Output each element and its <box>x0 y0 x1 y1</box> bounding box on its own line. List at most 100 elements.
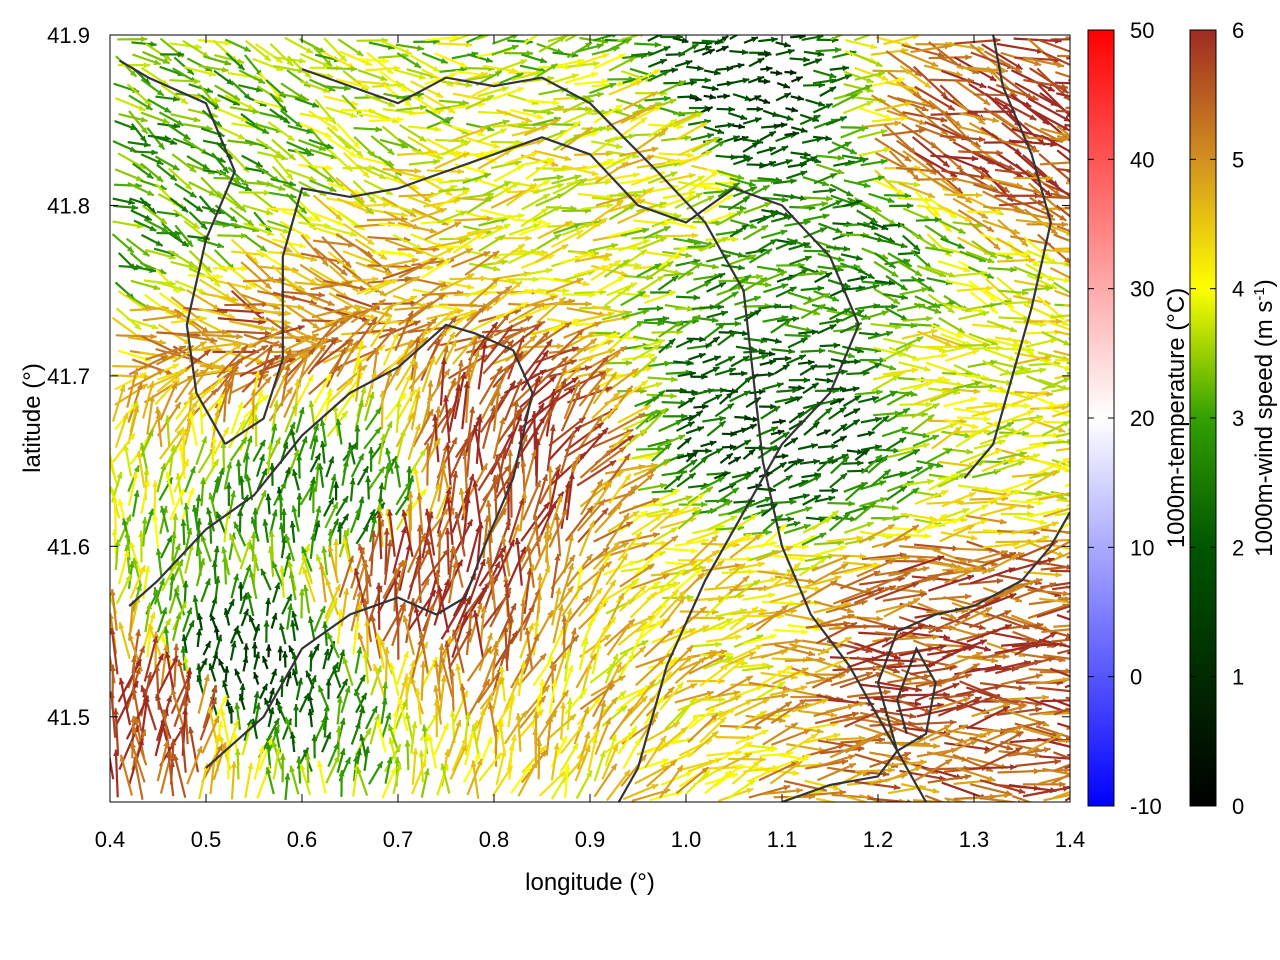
wind-vector <box>616 98 645 110</box>
wind-vector <box>1023 78 1069 90</box>
wind-vector <box>128 110 149 135</box>
wind-vector <box>758 78 771 85</box>
wind-vector <box>902 315 933 322</box>
wind-vector <box>419 176 453 197</box>
wind-vector <box>321 236 352 269</box>
wind-vector <box>658 152 695 159</box>
wind-vector <box>354 57 390 64</box>
wind-vector <box>870 208 897 226</box>
wind-vector <box>690 132 715 142</box>
wind-vector <box>968 279 997 303</box>
wind-vector <box>342 222 375 246</box>
wind-vector <box>881 127 926 137</box>
wind-vector <box>704 322 726 340</box>
wind-vector <box>183 65 217 77</box>
wind-vector <box>620 290 646 307</box>
wind-vector <box>187 329 229 336</box>
wind-vector <box>225 52 246 71</box>
wind-vector <box>986 337 1020 349</box>
wind-vector <box>729 223 749 238</box>
wind-vector <box>313 247 348 277</box>
wind-vector <box>214 84 241 102</box>
wind-vector <box>534 243 569 264</box>
wind-vector <box>591 81 625 88</box>
wind-vector <box>393 68 426 80</box>
wind-vector <box>369 315 393 348</box>
wind-vector <box>357 69 388 82</box>
wind-vector <box>706 281 727 293</box>
x-tick-label: 0.7 <box>383 827 414 852</box>
wind-vector <box>224 38 252 53</box>
wind-vector <box>594 161 629 184</box>
wind-vector <box>1055 109 1070 113</box>
wind-vector <box>593 103 623 124</box>
wind-vector <box>715 45 729 53</box>
wind-vector <box>735 345 758 353</box>
wind-vector <box>168 232 190 248</box>
wind-vector <box>603 258 631 278</box>
wind-vector <box>1050 314 1070 319</box>
wind-vector <box>504 50 534 57</box>
wind-vector <box>465 122 495 132</box>
wind-vector <box>939 177 973 204</box>
wind-vector <box>648 118 678 138</box>
wind-vector <box>521 53 548 64</box>
wind-vector <box>273 64 305 74</box>
wind-vector <box>491 212 525 221</box>
wind-vector <box>224 94 255 111</box>
wind-speed-tick-label: 6 <box>1232 18 1244 43</box>
wind-vector <box>854 71 886 81</box>
wind-vector <box>786 268 809 281</box>
wind-vector <box>772 178 797 185</box>
wind-vector <box>1056 92 1070 98</box>
wind-vector <box>396 52 422 69</box>
wind-vector <box>816 154 845 161</box>
wind-vector <box>1040 134 1070 153</box>
wind-vector <box>700 304 725 311</box>
temperature-colorbar: -10 0 10 20 30 40 50 1000m-temperature (°C) <box>1087 18 1190 819</box>
wind-vector <box>229 206 255 227</box>
wind-vector <box>603 153 633 171</box>
wind-vector <box>490 181 521 200</box>
wind-vector <box>423 198 461 208</box>
wind-vector <box>322 51 356 70</box>
wind-vector <box>552 178 583 195</box>
wind-vector <box>787 337 808 349</box>
wind-vector <box>258 223 291 234</box>
wind-vector <box>112 197 136 205</box>
wind-vector <box>994 96 1037 121</box>
wind-vector <box>1008 139 1057 148</box>
wind-speed-tick-label: 0 <box>1232 794 1244 819</box>
wind-vector <box>1013 175 1054 182</box>
wind-vector <box>131 265 157 274</box>
wind-vector <box>392 233 423 251</box>
wind-vector <box>633 338 666 351</box>
wind-vector <box>312 194 343 222</box>
temperature-tick-label: 50 <box>1130 18 1154 43</box>
wind-vector <box>758 160 777 169</box>
wind-vector <box>215 124 246 140</box>
wind-vector <box>142 50 170 65</box>
wind-vector <box>938 219 966 235</box>
wind-vector <box>620 227 650 237</box>
wind-vector <box>493 243 526 266</box>
wind-vector <box>145 42 173 62</box>
wind-vector <box>743 201 772 214</box>
wind-vector <box>451 125 485 137</box>
wind-vector <box>182 197 204 213</box>
wind-vector-field <box>110 35 1070 802</box>
wind-vector <box>380 257 419 269</box>
wind-vector <box>677 261 703 281</box>
wind-vector <box>536 296 567 324</box>
wind-vector <box>703 193 734 214</box>
wind-vector <box>675 175 706 193</box>
wind-speed-title-main: 1000m-wind speed (m s <box>1251 301 1278 557</box>
wind-vector <box>160 51 185 58</box>
wind-vector <box>930 154 979 162</box>
temperature-tick-label: -10 <box>1130 794 1162 819</box>
wind-vector <box>800 285 825 292</box>
wind-vector <box>560 252 595 264</box>
wind-vector <box>618 238 651 252</box>
wind-vector <box>703 93 717 100</box>
wind-vector <box>1050 192 1070 200</box>
